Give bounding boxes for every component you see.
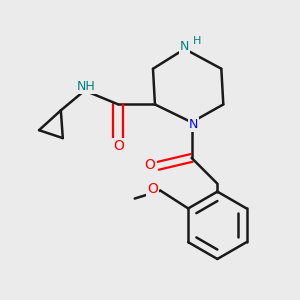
Text: O: O bbox=[113, 139, 124, 153]
Text: N: N bbox=[180, 40, 189, 53]
Text: N: N bbox=[189, 118, 198, 131]
Text: NH: NH bbox=[77, 80, 96, 93]
Text: O: O bbox=[145, 158, 155, 172]
Text: O: O bbox=[147, 182, 158, 196]
Text: H: H bbox=[192, 36, 201, 46]
